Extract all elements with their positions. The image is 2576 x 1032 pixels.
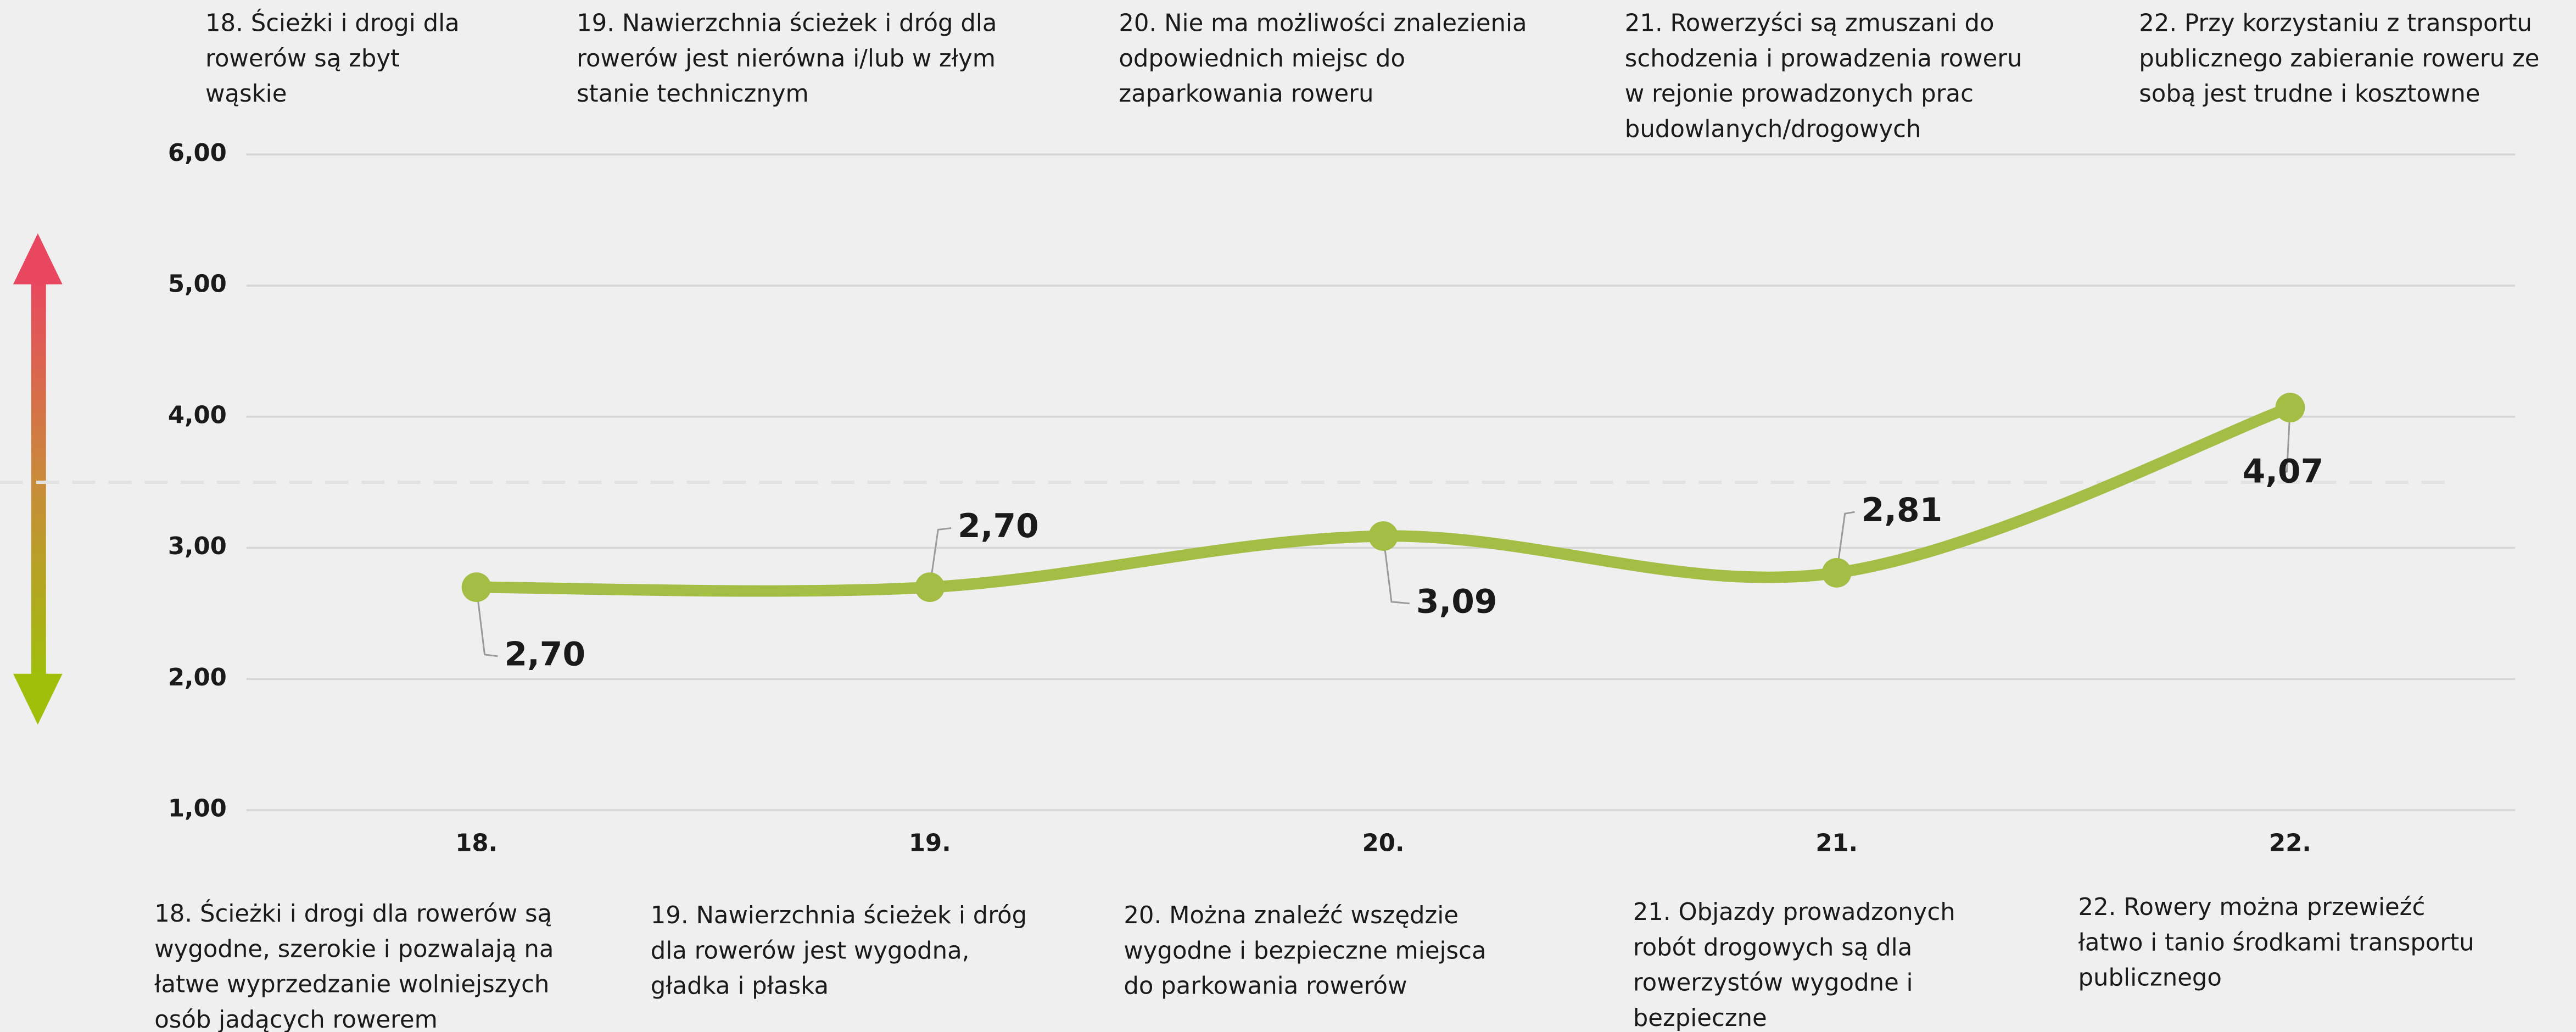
x-tick-label: 21. — [1815, 829, 1858, 857]
bottom-label: rowerzystów wygodne i — [1633, 969, 1913, 997]
bottom-label: robót drogowych są dla — [1633, 934, 1913, 961]
bottom-label: 21. Objazdy prowadzonych — [1633, 899, 1955, 926]
data-label: 4,07 — [2243, 452, 2324, 490]
bottom-label: 18. Ścieżki i drogi dla rowerów są — [154, 900, 552, 928]
y-tick-label: 1,00 — [168, 795, 227, 823]
leader-line — [929, 527, 952, 588]
x-tick-label: 22. — [2269, 829, 2311, 857]
top-label: budowlanych/drogowych — [1625, 115, 1921, 143]
x-tick-label: 19. — [909, 829, 951, 857]
top-label: wąskie — [205, 80, 287, 108]
top-label: schodzenia i prowadzenia roweru — [1625, 45, 2022, 72]
leader-line — [2282, 408, 2291, 475]
data-label: 2,81 — [1862, 491, 1943, 529]
bottom-label: do parkowania rowerów — [1124, 973, 1407, 1000]
top-label: 22. Przy korzystaniu z transportu — [2139, 9, 2532, 37]
leader-line — [1836, 511, 1855, 573]
top-label: stanie technicznym — [577, 80, 809, 108]
bottom-label: wygodne i bezpieczne miejsca — [1124, 937, 1486, 964]
data-label: 3,09 — [1416, 582, 1497, 621]
y-tick-label: 3,00 — [168, 533, 227, 560]
x-tick-label: 20. — [1362, 829, 1405, 857]
bottom-label: 19. Nawierzchnia ścieżek i dróg — [651, 902, 1027, 929]
data-point — [1368, 521, 1398, 551]
y-tick-label: 5,00 — [168, 271, 227, 298]
x-tick-label: 18. — [455, 829, 498, 857]
top-label: zaparkowania roweru — [1119, 80, 1373, 108]
leader-line — [1382, 535, 1410, 605]
top-label: 19. Nawierzchnia ścieżek i dróg dla — [577, 9, 997, 37]
bottom-label: dla rowerów jest wygodna, — [651, 937, 970, 964]
bottom-label: łatwo i tanio środkami transportu — [2078, 929, 2474, 956]
bottom-label: 20. Można znaleźć wszędzie — [1124, 902, 1459, 929]
y-tick-label: 2,00 — [168, 664, 227, 691]
y-tick-label: 6,00 — [168, 140, 227, 167]
bottom-label: łatwe wyprzedzanie wolniejszych — [154, 971, 549, 998]
data-point — [915, 572, 945, 603]
top-label: odpowiednich miejsc do — [1119, 45, 1405, 72]
data-label: 2,70 — [504, 635, 585, 673]
bottom-label: publicznego — [2078, 964, 2222, 992]
top-label: 20. Nie ma możliwości znalezienia — [1119, 9, 1527, 37]
scale-arrow — [13, 233, 63, 725]
bottom-label: 22. Rowery można przewieźć — [2078, 894, 2426, 921]
bottom-label: gładka i płaska — [651, 973, 829, 1000]
data-point — [1821, 557, 1852, 588]
bottom-label: wygodne, szerokie i pozwalają na — [154, 935, 554, 963]
top-label: 18. Ścieżki i drogi dla — [205, 9, 460, 37]
leader-line — [476, 587, 498, 657]
top-label: w rejonie prowadzonych prac — [1625, 80, 1974, 108]
data-point — [2275, 393, 2305, 423]
top-label: rowerów są zbyt — [205, 45, 400, 72]
top-label: rowerów jest nierówna i/lub w złym — [577, 45, 996, 72]
top-label: sobą jest trudne i kosztowne — [2139, 80, 2480, 108]
bottom-label: bezpieczne — [1633, 1005, 1767, 1032]
y-tick-label: 4,00 — [168, 401, 227, 429]
top-label: 21. Rowerzyści są zmuszani do — [1625, 9, 1994, 37]
data-label: 2,70 — [958, 507, 1039, 545]
top-label: publicznego zabieranie roweru ze — [2139, 45, 2539, 72]
bottom-label: osób jadących rowerem — [154, 1006, 438, 1032]
data-point — [461, 572, 491, 603]
